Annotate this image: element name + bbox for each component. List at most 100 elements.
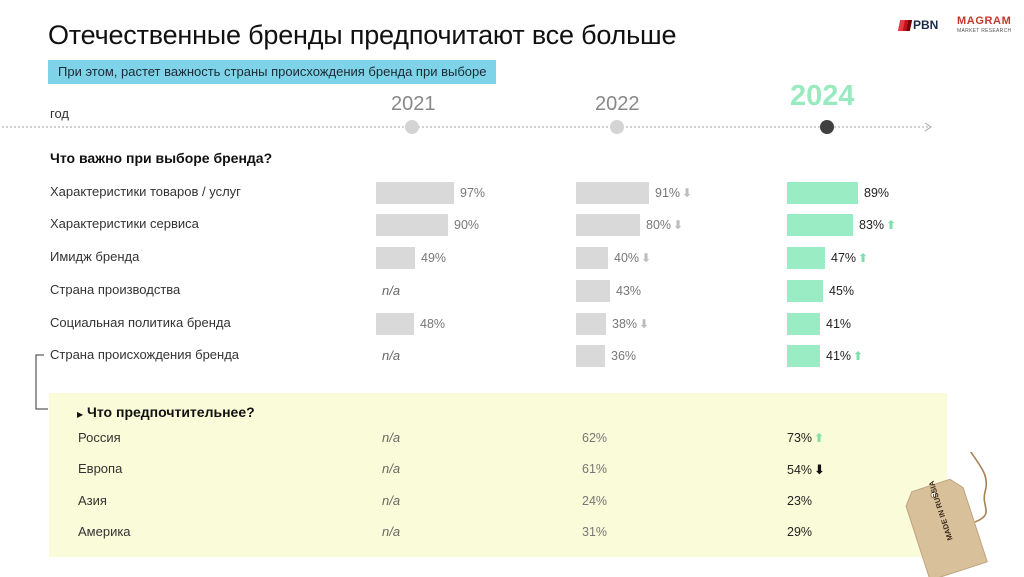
importance-value-label: 40% ⬇ xyxy=(614,251,651,265)
importance-bar xyxy=(576,214,640,236)
importance-value-text: 97% xyxy=(460,186,486,200)
year-2022-label: 2022 xyxy=(595,93,640,115)
importance-bar xyxy=(376,214,448,236)
importance-row-label: Страна производства xyxy=(50,282,181,297)
preference-value: n/a xyxy=(382,430,400,445)
magram-logo-text: MAGRAM xyxy=(957,15,1012,27)
preference-value-text: 29% xyxy=(787,525,813,539)
importance-value-label: 97% xyxy=(460,186,485,200)
importance-value-text: 40% xyxy=(614,251,640,265)
preference-value: 62% xyxy=(582,431,607,445)
section-connector xyxy=(35,354,48,410)
importance-value-text: 49% xyxy=(421,251,447,265)
arrow-up-icon: ⬆ xyxy=(886,218,897,232)
importance-value-label: 41% ⬆ xyxy=(826,349,863,363)
preference-value-text: 61% xyxy=(582,462,608,476)
importance-bar xyxy=(376,247,415,269)
preference-value: 61% xyxy=(582,462,607,476)
importance-value-label: 36% xyxy=(611,349,636,363)
tag-string xyxy=(969,452,988,523)
importance-value-text: 47% xyxy=(831,251,857,265)
arrow-up-icon: ⬆ xyxy=(814,431,825,445)
preference-row-label: Америка xyxy=(78,524,131,539)
preference-row-label: Европа xyxy=(78,461,123,476)
importance-bar xyxy=(576,313,606,335)
tag-hole xyxy=(930,491,938,499)
importance-value-label: 49% xyxy=(421,251,446,265)
preference-value: 23% xyxy=(787,494,812,508)
importance-bar xyxy=(787,345,820,367)
timeline-label: год xyxy=(50,106,69,121)
preference-value-text: 62% xyxy=(582,431,608,445)
arrow-down-icon: ⬇ xyxy=(682,186,693,200)
importance-section-title: Что важно при выборе бренда? xyxy=(50,150,273,166)
importance-value-label: 43% xyxy=(616,284,641,298)
preference-value-text: n/a xyxy=(382,524,401,539)
preference-value-text: n/a xyxy=(382,493,401,508)
preference-title-text: Что предпочтительнее? xyxy=(87,404,255,420)
importance-value-label: 41% xyxy=(826,317,851,331)
importance-bar xyxy=(576,247,608,269)
importance-value-text: 43% xyxy=(616,284,642,298)
preference-value: n/a xyxy=(382,493,400,508)
importance-value-label: 80% ⬇ xyxy=(646,218,683,232)
importance-bar xyxy=(787,313,820,335)
made-in-russia-tag: MADE IN RUSSIA xyxy=(905,452,988,577)
preference-value: 73% ⬆ xyxy=(787,431,824,445)
importance-value-na: n/a xyxy=(382,348,401,363)
magram-logo-subtext: MARKET RESEARCH xyxy=(957,28,1012,34)
importance-value-text: 48% xyxy=(420,317,446,331)
importance-value-text: 91% xyxy=(655,186,681,200)
importance-row-label: Страна происхождения бренда xyxy=(50,347,240,362)
importance-row-label: Социальная политика бренда xyxy=(50,315,231,330)
timeline-axis xyxy=(2,120,933,134)
preference-value-text: 24% xyxy=(582,494,608,508)
arrow-down-icon: ⬇ xyxy=(639,317,650,331)
preference-value-text: 54% xyxy=(787,463,813,477)
importance-bar xyxy=(576,345,605,367)
importance-bar xyxy=(376,182,454,204)
importance-value-text: 83% xyxy=(859,218,885,232)
preference-section-title: ▶ Что предпочтительнее? xyxy=(77,404,255,420)
pbn-logo-icon xyxy=(897,19,913,31)
timeline-dot-2024 xyxy=(820,120,834,134)
importance-bar xyxy=(787,182,858,204)
preference-value-text: 31% xyxy=(582,525,608,539)
pbn-logo: PBN xyxy=(897,18,939,32)
importance-bar xyxy=(376,313,414,335)
subtitle-banner: При этом, растет важность страны происхо… xyxy=(48,60,497,84)
importance-value-label: 45% xyxy=(829,284,854,298)
timeline-dot-2021 xyxy=(405,120,419,134)
importance-value-text: 80% xyxy=(646,218,672,232)
importance-bar xyxy=(576,182,649,204)
importance-value-text: 45% xyxy=(829,284,855,298)
pbn-logo-text: PBN xyxy=(913,18,939,32)
importance-value-text: 38% xyxy=(612,317,638,331)
preference-row-label: Россия xyxy=(78,430,121,445)
preference-value-text: 73% xyxy=(787,431,813,445)
importance-row-label: Характеристики сервиса xyxy=(50,216,199,231)
arrow-up-icon: ⬆ xyxy=(853,349,864,363)
preference-row-label: Азия xyxy=(78,493,107,508)
importance-value-na: n/a xyxy=(382,283,401,298)
year-2024-label: 2024 xyxy=(790,80,855,112)
preference-value-text: 23% xyxy=(787,494,813,508)
connector-line xyxy=(35,354,48,410)
importance-bar xyxy=(787,280,823,302)
importance-value-label: 48% xyxy=(420,317,445,331)
arrow-down-icon: ⬇ xyxy=(814,462,825,477)
preference-value-text: n/a xyxy=(382,430,401,445)
importance-value-label: 89% xyxy=(864,186,889,200)
page-title: Отечественные бренды предпочитают все бо… xyxy=(48,20,677,50)
importance-row-label: Имидж бренда xyxy=(50,249,140,264)
preference-pointer-icon: ▶ xyxy=(77,410,84,419)
importance-bar xyxy=(787,214,853,236)
preference-value: n/a xyxy=(382,461,400,476)
importance-bar xyxy=(787,247,825,269)
preference-value-text: n/a xyxy=(382,461,401,476)
timeline-dot-2022 xyxy=(610,120,624,134)
importance-value-text: 89% xyxy=(864,186,890,200)
importance-value-text: 41% xyxy=(826,349,852,363)
arrow-up-icon: ⬆ xyxy=(858,251,869,265)
importance-value-label: 47% ⬆ xyxy=(831,251,868,265)
